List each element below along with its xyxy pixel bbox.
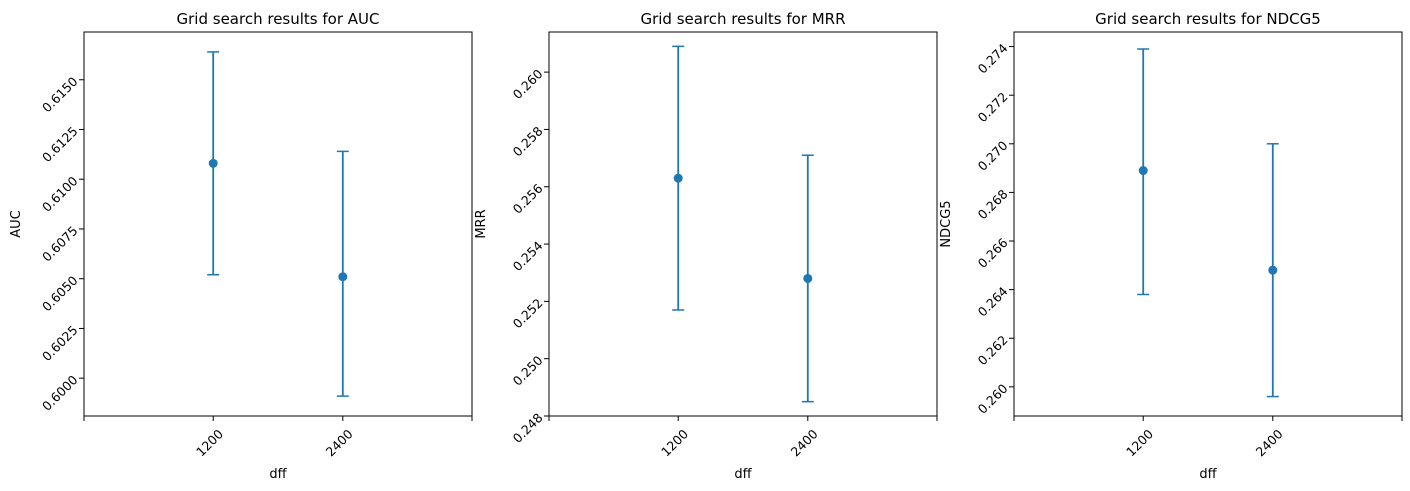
x-tick-label: 1200 (1123, 426, 1156, 459)
x-tick-label: 2400 (788, 426, 821, 459)
y-tick-label: 0.6025 (39, 322, 81, 364)
y-tick-label: 0.6075 (39, 223, 81, 265)
y-tick-label: 0.6100 (39, 173, 81, 215)
plot-frame (1013, 31, 1403, 417)
y-tick-label: 0.248 (510, 410, 546, 446)
data-point (673, 173, 683, 183)
chart-panel-3: Grid search results for NDCG5 0.260 0.262 0… (939, 10, 1403, 482)
y-tick-label: 0.254 (510, 238, 546, 274)
y-tick-label: 0.272 (975, 89, 1011, 125)
x-tick-label: 1200 (193, 426, 226, 459)
data-point (1138, 166, 1148, 176)
chart-title: Grid search results for AUC (177, 10, 380, 28)
x-tick-label: 1200 (658, 426, 691, 459)
y-tick-label: 0.260 (510, 66, 546, 102)
y-tick-label: 0.270 (975, 138, 1011, 174)
y-tick-label: 0.6000 (39, 372, 81, 414)
y-tick-label: 0.6125 (39, 123, 81, 165)
x-axis-label: dff (734, 467, 752, 482)
plot-frame (548, 31, 938, 417)
y-tick-label: 0.274 (975, 41, 1011, 77)
y-axis-label: AUC (9, 210, 24, 238)
data-point (803, 273, 813, 283)
y-tick-label: 0.260 (975, 381, 1011, 417)
chart-panel-1: Grid search results for AUC 0.6000 0.6025 0… (9, 10, 473, 482)
y-tick-label: 0.266 (975, 235, 1011, 271)
y-tick-label: 0.258 (510, 123, 546, 159)
y-tick-label: 0.268 (975, 186, 1011, 222)
y-tick-label: 0.264 (975, 284, 1011, 320)
data-point (1268, 265, 1278, 275)
chart-title: Grid search results for MRR (640, 10, 845, 28)
x-tick-label: 2400 (1253, 426, 1286, 459)
y-tick-label: 0.252 (510, 295, 546, 331)
chart-panel-2: Grid search results for MRR 0.248 0.250 0.2… (474, 10, 938, 482)
plot-frame (83, 31, 473, 417)
y-tick-label: 0.256 (510, 181, 546, 217)
y-axis-label: MRR (474, 209, 489, 238)
x-tick-label: 2400 (323, 426, 356, 459)
x-axis-label: dff (269, 467, 287, 482)
y-tick-label: 0.262 (975, 332, 1011, 368)
data-point (338, 272, 348, 282)
y-axis-label: NDCG5 (939, 200, 954, 247)
y-tick-label: 0.250 (510, 353, 546, 389)
y-tick-label: 0.6150 (39, 74, 81, 116)
data-point (208, 158, 218, 168)
y-tick-label: 0.6050 (39, 273, 81, 315)
x-axis-label: dff (1199, 467, 1217, 482)
chart-title: Grid search results for NDCG5 (1095, 10, 1321, 28)
